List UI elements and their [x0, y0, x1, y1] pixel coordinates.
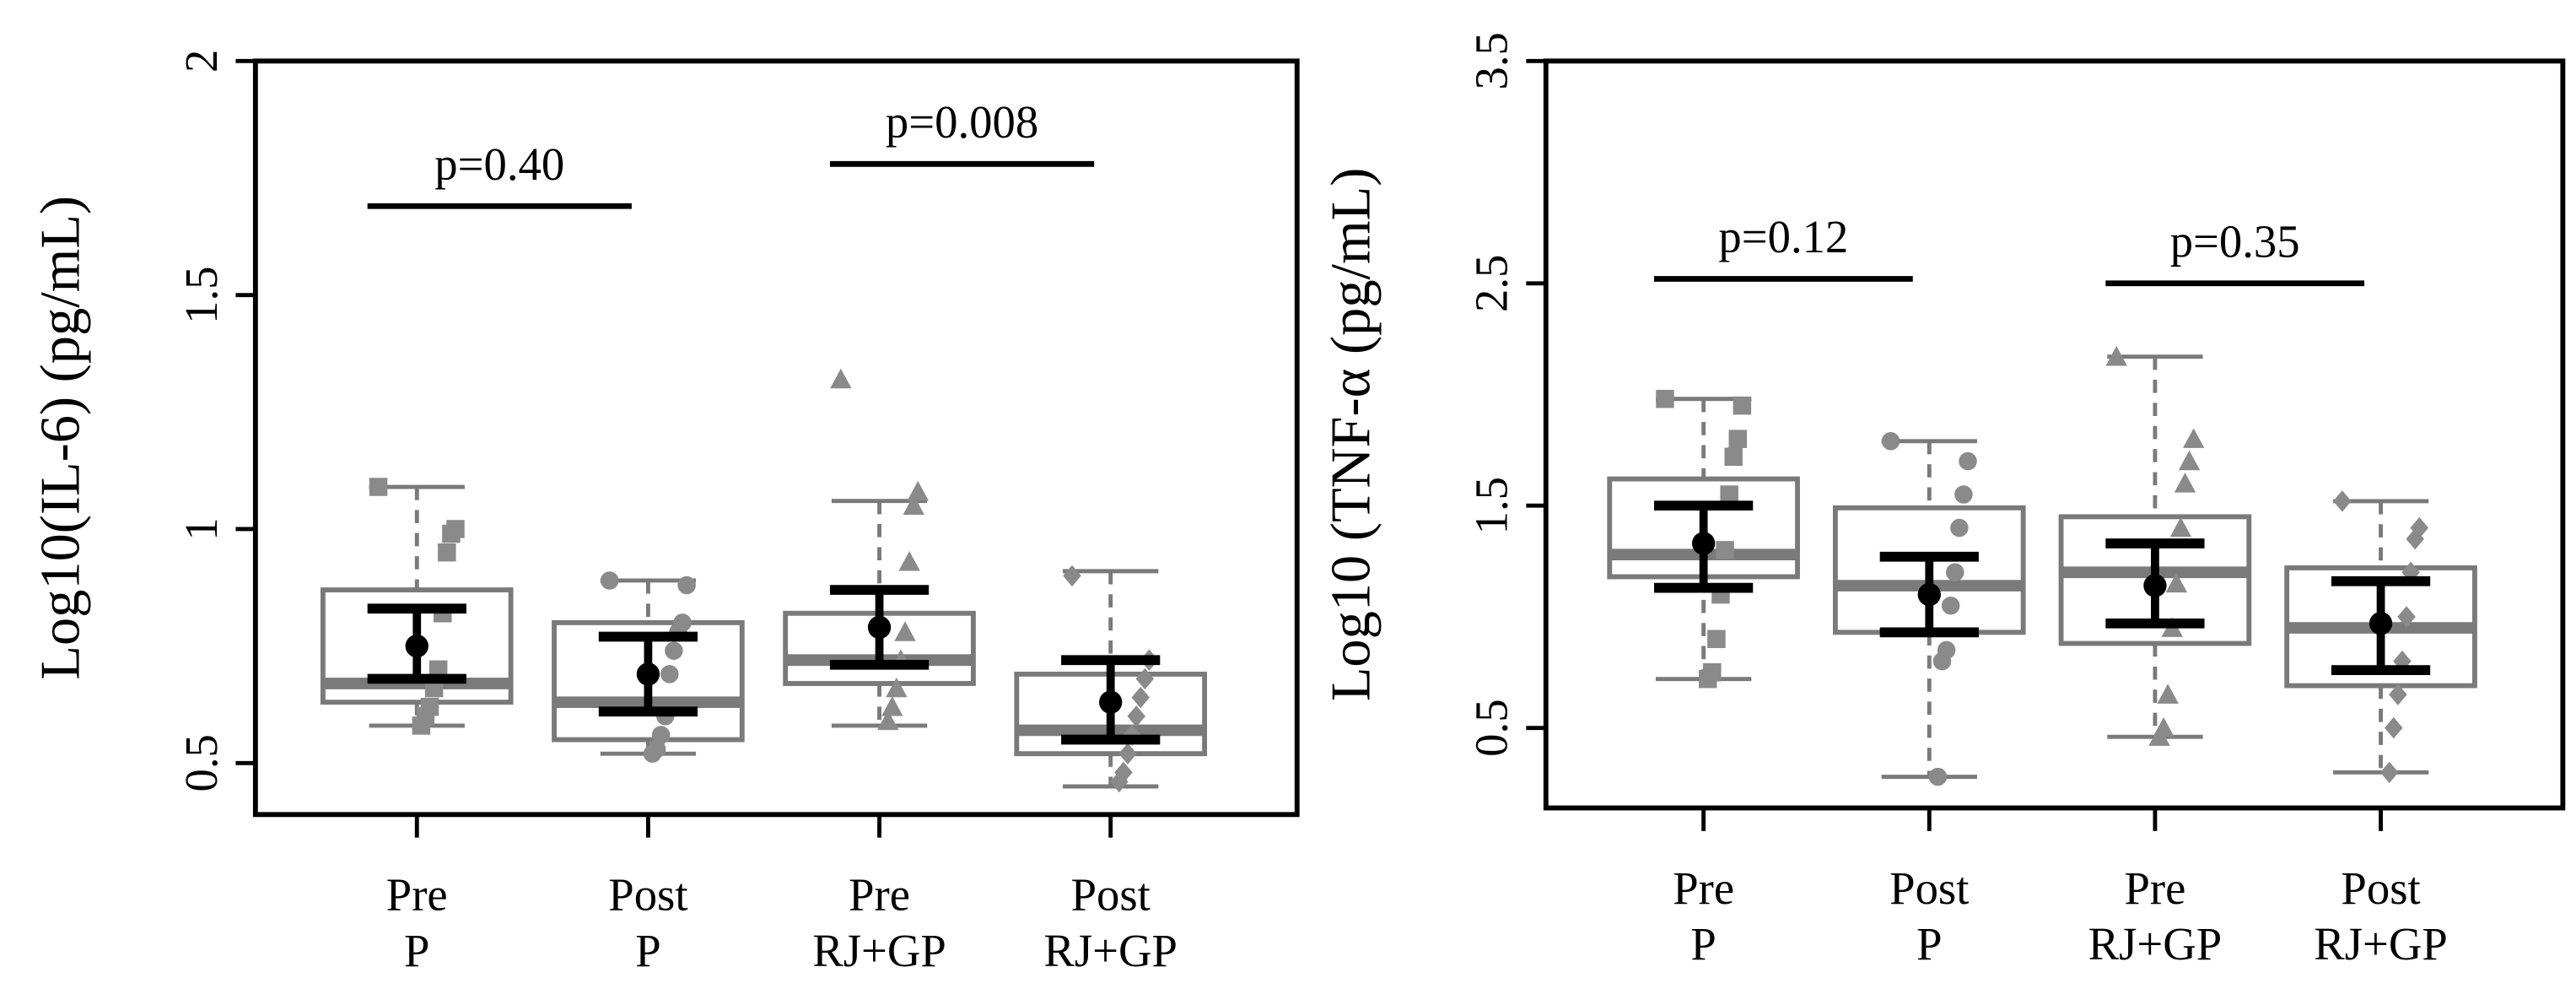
point — [1698, 669, 1717, 689]
point — [1959, 451, 1977, 471]
y-tick-label: 1 — [175, 517, 227, 540]
y-tick-label: 3.5 — [1466, 32, 1517, 89]
point — [660, 665, 679, 684]
y-axis-label: Log10 (TNF-α (pg/mL) — [1320, 168, 1382, 702]
point — [903, 494, 924, 515]
x-tick-label: P — [404, 925, 429, 976]
p-value: p=0.35 — [2170, 216, 2300, 267]
point — [886, 677, 908, 698]
point — [2379, 761, 2399, 784]
point — [677, 575, 696, 595]
mean — [636, 662, 660, 686]
point — [1135, 667, 1155, 690]
p-value: p=0.12 — [1718, 211, 1848, 262]
point — [2385, 716, 2403, 739]
x-tick-label: Pre — [2124, 862, 2185, 914]
x-tick-label: Post — [1889, 862, 1969, 914]
point — [881, 696, 903, 716]
point — [2157, 684, 2179, 704]
point — [369, 478, 388, 496]
point — [651, 726, 671, 744]
x-tick-label: P — [1916, 918, 1942, 970]
point — [1118, 743, 1137, 765]
point — [1063, 565, 1081, 587]
point — [1724, 447, 1743, 466]
p-value: p=0.008 — [886, 96, 1038, 148]
point — [2333, 490, 2352, 512]
x-tick-label: Pre — [386, 869, 448, 921]
point — [412, 716, 431, 735]
point — [665, 641, 683, 660]
y-tick-label: 0.5 — [1466, 699, 1517, 756]
x-tick-label: P — [635, 925, 660, 976]
x-tick-label: Post — [608, 869, 687, 921]
mean — [2143, 574, 2167, 597]
point — [1881, 432, 1900, 451]
mean — [405, 634, 428, 658]
point — [1716, 541, 1734, 559]
point — [2169, 516, 2192, 538]
mean — [1691, 532, 1716, 555]
x-tick-label: Pre — [1673, 862, 1734, 914]
mean — [1917, 582, 1941, 607]
point — [907, 480, 929, 501]
y-tick-label: 2.5 — [1466, 255, 1517, 312]
point — [643, 744, 662, 763]
point — [898, 551, 920, 571]
y-tick-label: 2 — [175, 50, 227, 73]
point — [600, 571, 619, 590]
point — [1932, 651, 1952, 671]
x-tick-label: P — [1690, 918, 1716, 970]
plot-frame — [1543, 58, 2566, 811]
point — [894, 621, 916, 641]
point — [877, 710, 899, 731]
point — [1946, 563, 1964, 581]
point — [2178, 450, 2201, 471]
point — [438, 543, 456, 562]
point — [1728, 430, 1748, 448]
y-tick-label: 1.5 — [1466, 477, 1517, 534]
point — [2174, 473, 2196, 493]
point — [1127, 705, 1145, 727]
point — [1720, 485, 1738, 504]
point — [2105, 345, 2127, 366]
point — [2165, 572, 2188, 593]
point — [2148, 726, 2170, 746]
mean — [867, 615, 892, 640]
point — [442, 524, 461, 543]
y-tick-label: 1.5 — [175, 266, 227, 323]
y-tick-label: 0.5 — [175, 734, 227, 792]
point — [1941, 596, 1960, 615]
mean — [1099, 690, 1123, 714]
x-tick-label: Post — [2341, 862, 2420, 914]
y-axis-label: Log10(IL-6) (pg/mL) — [30, 196, 91, 680]
x-tick-label: Post — [1071, 869, 1151, 921]
point — [830, 368, 852, 389]
plot-frame — [252, 58, 1300, 818]
point — [1928, 767, 1948, 786]
x-tick-label: RJ+GP — [812, 925, 946, 976]
x-tick-label: RJ+GP — [2088, 918, 2223, 970]
point — [1656, 390, 1674, 408]
p-value: p=0.40 — [434, 138, 564, 190]
point — [2182, 428, 2205, 448]
point — [1733, 396, 1752, 415]
point — [1950, 518, 1969, 538]
x-tick-label: Pre — [849, 869, 910, 921]
point — [1954, 485, 1973, 504]
mean — [2369, 612, 2393, 635]
x-tick-label: RJ+GP — [1043, 925, 1178, 976]
point — [1707, 629, 1726, 649]
x-tick-label: RJ+GP — [2314, 918, 2448, 970]
